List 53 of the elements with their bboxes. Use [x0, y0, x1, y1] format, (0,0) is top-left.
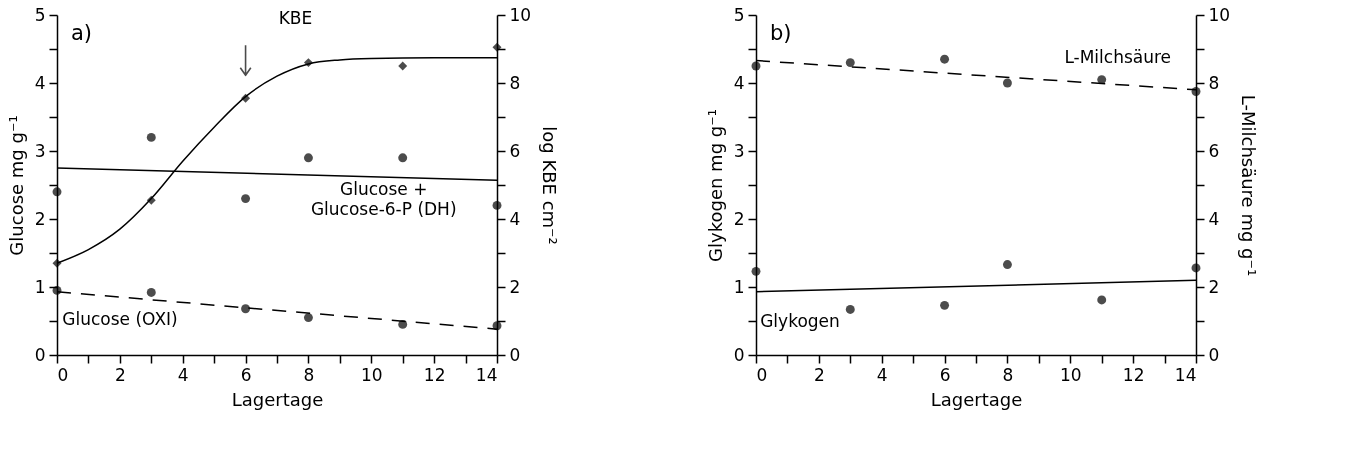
y2-tick-label: 2: [1208, 276, 1220, 297]
y-tick-label: 2: [733, 208, 745, 229]
y-tick-label: 1: [733, 276, 745, 297]
series-label: KBE: [278, 7, 313, 28]
y2-axis-title: L-Milchsäure mg g⁻¹: [1238, 94, 1260, 277]
y-axis-title: Glykogen mg g⁻¹: [704, 109, 726, 262]
y2-tick-label: 4: [1208, 208, 1220, 229]
x-tick-label: 8: [1002, 364, 1014, 385]
x-tick-label: 10: [360, 364, 383, 385]
x-tick-label: 8: [303, 364, 315, 385]
y2-axis-title: log KBE cm⁻²: [539, 126, 561, 245]
x-tick-label: 6: [240, 364, 252, 385]
y-tick-label: 3: [733, 140, 745, 161]
y2-tick-label: 0: [1208, 344, 1220, 365]
x-tick-label: 2: [114, 364, 126, 385]
x-tick-label: 12: [1122, 364, 1145, 385]
series-label: L-Milchsäure: [1064, 46, 1172, 67]
y2-tick-label: 0: [509, 344, 521, 365]
y-tick-label: 1: [34, 276, 46, 297]
series-label: Glucose (OXI): [62, 309, 178, 330]
y-tick-label: 4: [733, 72, 745, 93]
y2-tick-label: 4: [509, 208, 521, 229]
y-tick-label: 5: [733, 4, 745, 25]
x-tick-label: 14: [475, 364, 498, 385]
x-tick-label: 0: [756, 364, 768, 385]
series-label: Glucose + Glucose-6-P (DH): [310, 178, 457, 219]
y-tick-label: 5: [34, 4, 46, 25]
y2-tick-label: 8: [1208, 72, 1220, 93]
x-axis-title: Lagertage: [930, 388, 1023, 410]
y2-tick-label: 10: [1208, 4, 1231, 25]
chart-title: a): [71, 21, 93, 45]
y-tick-label: 0: [34, 344, 46, 365]
y-tick-label: 3: [34, 140, 46, 161]
x-tick-label: 4: [876, 364, 888, 385]
y-tick-label: 0: [733, 344, 745, 365]
x-tick-label: 10: [1059, 364, 1082, 385]
x-tick-label: 6: [939, 364, 951, 385]
y-tick-label: 2: [34, 208, 46, 229]
y2-tick-label: 8: [509, 72, 521, 93]
y2-tick-label: 10: [509, 4, 532, 25]
y2-tick-label: 6: [509, 140, 521, 161]
x-tick-label: 2: [813, 364, 825, 385]
y-axis-title: Glucose mg g⁻¹: [5, 115, 27, 256]
x-axis-title: Lagertage: [231, 388, 324, 410]
x-tick-label: 12: [423, 364, 446, 385]
x-tick-label: 0: [57, 364, 69, 385]
series-label: Glykogen: [760, 311, 840, 332]
y-tick-label: 4: [34, 72, 46, 93]
chart-title: b): [770, 21, 792, 45]
y2-tick-label: 2: [509, 276, 521, 297]
y2-tick-label: 6: [1208, 140, 1220, 161]
x-tick-label: 4: [177, 364, 189, 385]
x-tick-label: 14: [1174, 364, 1197, 385]
